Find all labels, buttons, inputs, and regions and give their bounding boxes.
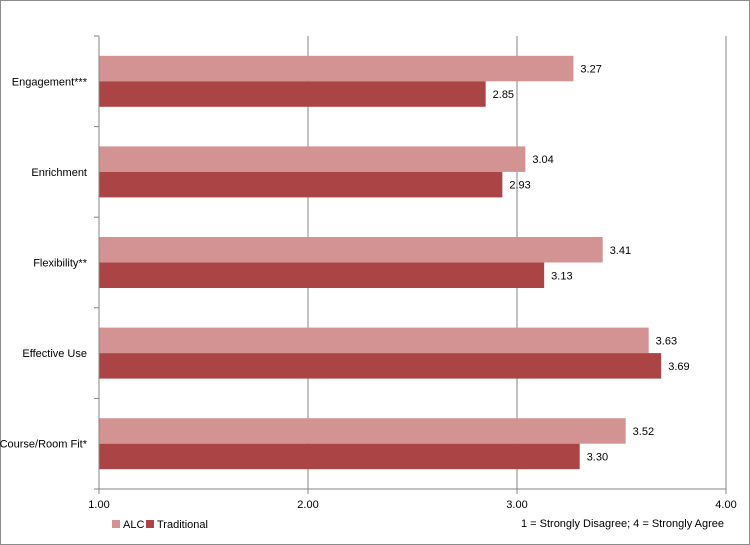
bar-traditional (99, 171, 503, 198)
x-tick-label: 2.00 (297, 499, 318, 511)
category-label: Effective Use (22, 348, 87, 360)
data-label: 3.52 (633, 426, 654, 438)
bars (99, 55, 662, 470)
legend-swatch-traditional (146, 520, 154, 528)
x-tick-label: 4.00 (715, 499, 736, 511)
data-label: 2.93 (509, 180, 530, 192)
bar-alc (99, 55, 574, 82)
bar-alc (99, 418, 626, 444)
scale-note: 1 = Strongly Disagree; 4 = Strongly Agre… (521, 518, 724, 530)
data-label: 3.27 (580, 64, 601, 76)
bar-traditional (99, 443, 580, 470)
data-label: 3.63 (656, 335, 677, 347)
bar-traditional (99, 262, 545, 288)
data-label: 2.85 (493, 89, 514, 101)
data-labels: 3.27 2.85 3.04 2.93 3.41 3.13 3.63 3.69 3.52 3.30 (493, 64, 690, 464)
legend: ALC Traditional (112, 519, 208, 531)
category-label: Course/Room Fit* (0, 439, 88, 451)
data-label: 3.41 (610, 245, 631, 257)
legend-label-traditional: Traditional (157, 519, 208, 531)
category-label: Engagement*** (12, 76, 88, 88)
legend-swatch-alc (112, 520, 120, 528)
bar-traditional (99, 353, 662, 379)
bar-traditional (99, 81, 486, 107)
category-label: Enrichment (31, 167, 87, 179)
x-tick-label: 3.00 (506, 499, 527, 511)
data-label: 3.13 (551, 270, 572, 282)
data-label: 3.30 (587, 451, 608, 463)
bar-alc (99, 237, 603, 263)
bar-alc (99, 327, 649, 354)
category-label: Flexibility** (33, 258, 88, 270)
data-label: 3.69 (668, 361, 689, 373)
legend-label-alc: ALC (123, 519, 144, 531)
bar-alc (99, 146, 526, 172)
x-tick-label: 1.00 (88, 499, 109, 511)
data-label: 3.04 (532, 154, 553, 166)
axes: 1.00 2.00 3.00 4.00 Engagement*** Enrichment F… (0, 35, 737, 511)
